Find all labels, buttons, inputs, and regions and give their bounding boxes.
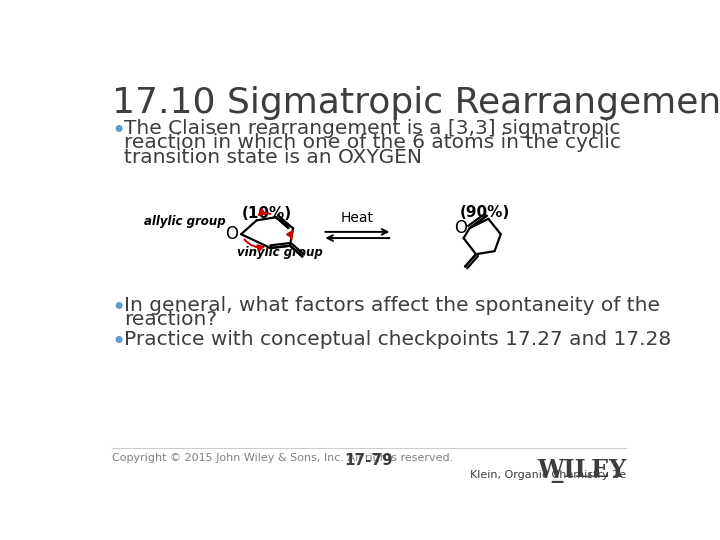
Text: The Claisen rearrangement is a [3,3] sigmatropic: The Claisen rearrangement is a [3,3] sig…: [124, 119, 621, 138]
Text: Heat: Heat: [341, 211, 374, 225]
Text: (10%): (10%): [242, 206, 292, 221]
Text: 17-79: 17-79: [345, 453, 393, 468]
Text: reaction in which one of the 6 atoms in the cyclic: reaction in which one of the 6 atoms in …: [124, 133, 621, 152]
FancyArrowPatch shape: [259, 210, 270, 215]
Text: W̲ILEY: W̲ILEY: [537, 459, 626, 483]
Text: (90%): (90%): [460, 205, 510, 220]
Text: O: O: [225, 225, 238, 243]
Text: transition state is an OXYGEN: transition state is an OXYGEN: [124, 148, 422, 167]
Text: vinylic group: vinylic group: [237, 246, 323, 259]
Text: •: •: [112, 119, 126, 143]
Text: •: •: [112, 296, 126, 320]
FancyArrowPatch shape: [244, 239, 264, 251]
Text: •: •: [112, 330, 126, 354]
FancyArrowPatch shape: [287, 231, 292, 240]
Text: allylic group: allylic group: [144, 215, 225, 228]
Text: Copyright © 2015 John Wiley & Sons, Inc. All rights reserved.: Copyright © 2015 John Wiley & Sons, Inc.…: [112, 453, 453, 463]
Text: O: O: [454, 219, 467, 237]
Text: reaction?: reaction?: [124, 310, 217, 329]
Text: Practice with conceptual checkpoints 17.27 and 17.28: Practice with conceptual checkpoints 17.…: [124, 330, 671, 349]
Text: 17.10 Sigmatropic Rearrangements: 17.10 Sigmatropic Rearrangements: [112, 86, 720, 120]
Text: Klein, Organic Chemistry 2e: Klein, Organic Chemistry 2e: [470, 470, 626, 480]
Text: In general, what factors affect the spontaneity of the: In general, what factors affect the spon…: [124, 296, 660, 315]
